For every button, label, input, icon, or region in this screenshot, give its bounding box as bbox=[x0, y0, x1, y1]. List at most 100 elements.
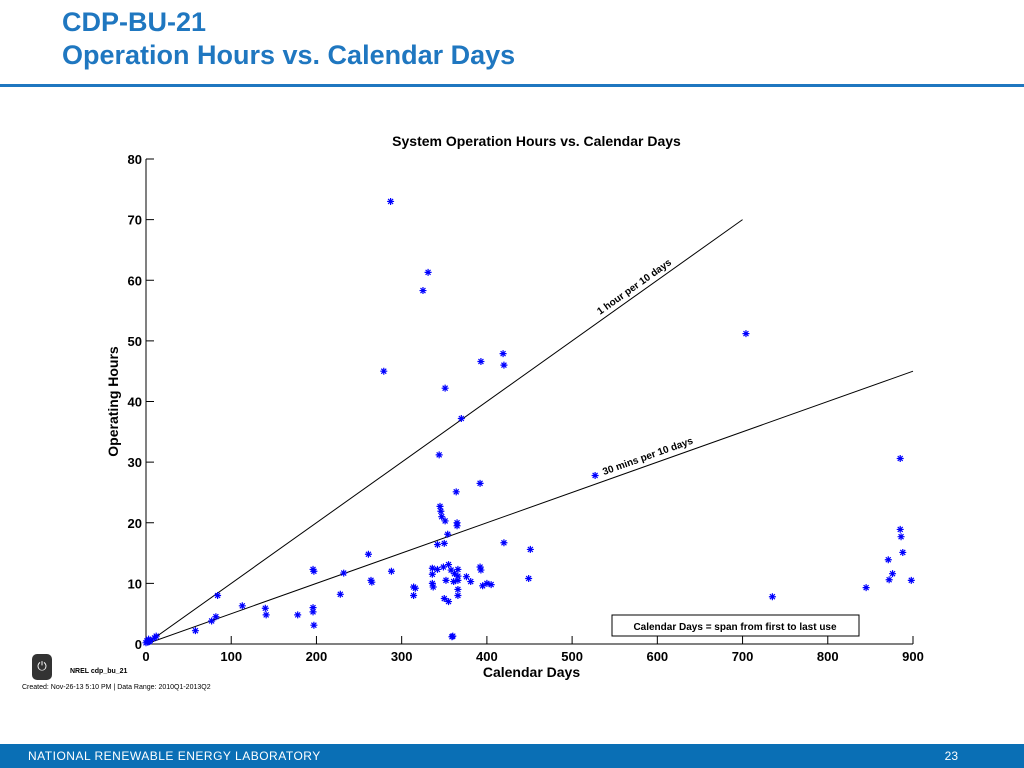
slide-title-line1: CDP-BU-21 bbox=[62, 7, 207, 37]
data-point bbox=[310, 621, 318, 629]
title-divider bbox=[0, 84, 1024, 87]
y-tick-label: 60 bbox=[128, 273, 142, 288]
data-point bbox=[294, 611, 302, 619]
data-point bbox=[214, 592, 222, 599]
x-tick-label: 700 bbox=[732, 649, 754, 664]
y-tick-label: 10 bbox=[128, 576, 142, 591]
data-point bbox=[435, 451, 443, 459]
data-point bbox=[428, 570, 436, 578]
data-point bbox=[477, 357, 485, 365]
data-point bbox=[309, 608, 317, 616]
data-point bbox=[440, 539, 448, 547]
data-point bbox=[768, 593, 776, 601]
data-point bbox=[889, 570, 897, 578]
data-point bbox=[191, 627, 199, 635]
data-point bbox=[142, 639, 150, 647]
slide-title-line2: Operation Hours vs. Calendar Days bbox=[62, 40, 516, 70]
data-point bbox=[336, 590, 344, 598]
x-tick-label: 200 bbox=[306, 649, 328, 664]
data-point bbox=[424, 268, 432, 276]
data-point bbox=[364, 550, 372, 558]
y-tick-label: 50 bbox=[128, 334, 142, 349]
scatter-chart: System Operation Hours vs. Calendar Days… bbox=[105, 133, 924, 680]
data-point bbox=[387, 197, 395, 205]
power-icon: ⏻ bbox=[32, 654, 52, 680]
annotation-box bbox=[611, 614, 860, 637]
data-point bbox=[208, 617, 216, 625]
data-point bbox=[262, 611, 270, 619]
x-tick-label: 100 bbox=[220, 649, 242, 664]
data-point bbox=[368, 578, 376, 586]
annotation-text: Calendar Days = span from first to last … bbox=[633, 622, 837, 633]
created-note: Created: Nov-26-13 5:10 PM | Data Range:… bbox=[22, 684, 211, 691]
data-point bbox=[897, 533, 905, 541]
page-number: 23 bbox=[944, 749, 958, 763]
footer-bar: NATIONAL RENEWABLE ENERGY LABORATORY 23 bbox=[0, 744, 1024, 768]
y-tick-label: 20 bbox=[128, 516, 142, 531]
data-point bbox=[483, 579, 491, 587]
data-point bbox=[152, 632, 160, 640]
data-point bbox=[309, 565, 317, 573]
data-point bbox=[499, 350, 507, 358]
y-tick-label: 0 bbox=[135, 637, 142, 652]
data-point bbox=[428, 564, 436, 572]
data-point bbox=[212, 613, 220, 621]
data-point bbox=[477, 566, 485, 574]
data-point bbox=[476, 563, 484, 571]
data-point bbox=[146, 636, 154, 644]
reference-line bbox=[145, 370, 914, 645]
data-point bbox=[884, 556, 892, 564]
data-point bbox=[453, 522, 461, 530]
data-point bbox=[433, 565, 441, 573]
chart-title: System Operation Hours vs. Calendar Days bbox=[392, 133, 681, 149]
x-tick-label: 0 bbox=[142, 649, 149, 664]
data-point bbox=[380, 367, 388, 375]
x-tick-label: 500 bbox=[561, 649, 583, 664]
data-point bbox=[438, 513, 446, 521]
data-point bbox=[454, 565, 462, 573]
data-point bbox=[526, 545, 534, 553]
data-point bbox=[896, 525, 904, 533]
slide-title: CDP-BU-21 Operation Hours vs. Calendar D… bbox=[62, 6, 515, 72]
data-point bbox=[441, 384, 449, 392]
data-point bbox=[451, 570, 459, 578]
x-axis-label: Calendar Days bbox=[483, 664, 580, 680]
data-point bbox=[437, 507, 445, 515]
data-point bbox=[261, 604, 269, 612]
x-tick-label: 300 bbox=[391, 649, 413, 664]
data-point bbox=[428, 579, 436, 587]
data-point bbox=[442, 576, 450, 584]
reference-line-label: 1 hour per 10 days bbox=[595, 257, 674, 317]
footer-org-name: NATIONAL RENEWABLE ENERGY LABORATORY bbox=[28, 749, 321, 763]
y-tick-label: 40 bbox=[128, 395, 142, 410]
data-point bbox=[467, 578, 475, 586]
data-point bbox=[462, 573, 470, 581]
data-point bbox=[885, 576, 893, 584]
data-point bbox=[387, 567, 395, 575]
data-point bbox=[444, 530, 452, 538]
data-point bbox=[454, 592, 462, 599]
data-point bbox=[591, 471, 599, 479]
data-point bbox=[340, 569, 348, 577]
data-point bbox=[309, 604, 317, 612]
data-point bbox=[454, 585, 462, 593]
x-tick-label: 900 bbox=[902, 649, 924, 664]
data-point bbox=[445, 598, 453, 606]
data-point bbox=[500, 361, 508, 369]
data-point bbox=[439, 563, 447, 571]
data-point bbox=[899, 548, 907, 556]
data-point bbox=[487, 581, 495, 589]
data-point bbox=[450, 578, 458, 586]
data-point bbox=[445, 561, 453, 569]
y-axis-label: Operating Hours bbox=[105, 346, 121, 457]
data-point bbox=[454, 572, 462, 580]
data-point bbox=[440, 595, 448, 603]
data-point bbox=[452, 488, 460, 496]
data-point bbox=[433, 541, 441, 549]
data-point bbox=[500, 539, 508, 547]
data-point bbox=[441, 517, 449, 525]
data-point bbox=[436, 502, 444, 510]
data-point bbox=[862, 584, 870, 592]
data-point bbox=[449, 632, 457, 640]
nrel-code: NREL cdp_bu_21 bbox=[70, 668, 128, 675]
